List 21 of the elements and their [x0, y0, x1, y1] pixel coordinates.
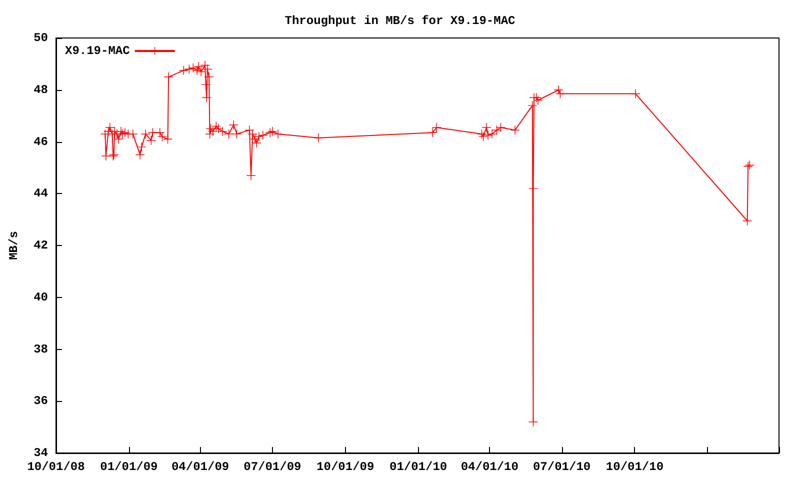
- chart-title: Throughput in MB/s for X9.19-MAC: [284, 14, 516, 28]
- y-axis-title: MB/s: [7, 231, 21, 260]
- x-tick-label: 07/01/09: [244, 460, 302, 474]
- x-tick-label: 10/01/09: [316, 460, 374, 474]
- x-tick-label: 04/01/10: [460, 460, 518, 474]
- y-tick-label: 44: [34, 186, 48, 201]
- x-tick-label: 10/01/10: [606, 460, 664, 474]
- y-tick-label: 42: [34, 238, 48, 252]
- x-tick-label: 04/01/09: [171, 460, 230, 474]
- y-tick-label: 46: [34, 134, 48, 149]
- x-tick-label: 01/01/10: [389, 460, 448, 474]
- y-tick-label: 34: [34, 446, 48, 460]
- y-tick-label: 50: [34, 31, 48, 45]
- x-tick-label: 10/01/08: [27, 460, 85, 474]
- y-tick-label: 48: [34, 82, 48, 97]
- y-tick-label: 40: [34, 290, 48, 304]
- x-tick-label: 07/01/10: [532, 460, 591, 474]
- x-tick-label: 01/01/09: [100, 460, 158, 474]
- y-tick-label: 36: [34, 394, 48, 408]
- legend-label: X9.19-MAC: [65, 44, 130, 58]
- y-tick-label: 38: [34, 342, 48, 356]
